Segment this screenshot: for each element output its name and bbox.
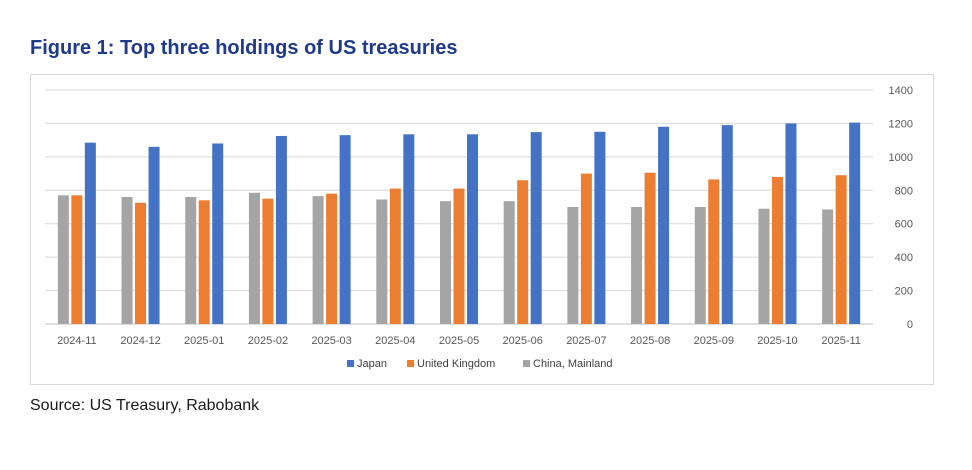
- bar-japan: [467, 134, 478, 324]
- bar-united-kingdom: [580, 173, 592, 324]
- y-tick-label: 0: [907, 319, 913, 331]
- x-tick-label: 2025-11: [821, 335, 861, 347]
- bar-united-kingdom: [771, 176, 783, 324]
- y-tick-label: 600: [895, 219, 913, 231]
- x-tick-label: 2025-03: [311, 335, 351, 347]
- bar-china-mainland: [822, 209, 834, 324]
- legend-swatch-united-kingdom: [407, 360, 414, 367]
- bar-china-mainland: [567, 207, 579, 324]
- legend-swatch-china-mainland: [523, 360, 530, 367]
- bar-united-kingdom: [835, 175, 847, 324]
- x-tick-label: 2025-05: [439, 335, 479, 347]
- source-note: Source: US Treasury, Rabobank: [30, 397, 260, 414]
- bar-china-mainland: [185, 196, 197, 324]
- bar-chart: 0 200 400 600 800 1000 1200 1400 2024-11 2024-12 2…: [45, 85, 913, 370]
- bar-united-kingdom: [198, 200, 210, 324]
- bar-united-kingdom: [644, 172, 656, 324]
- x-tick-label: 2025-02: [248, 335, 288, 347]
- bar-united-kingdom: [262, 198, 274, 324]
- x-tick-label: 2025-07: [566, 335, 606, 347]
- bar-china-mainland: [121, 196, 133, 324]
- bar-united-kingdom: [135, 202, 147, 324]
- bar-japan: [148, 146, 160, 324]
- x-tick-label: 2024-11: [57, 335, 97, 347]
- bar-china-mainland: [694, 207, 706, 324]
- bar-japan: [339, 135, 351, 324]
- chart-frame: 0 200 400 600 800 1000 1200 1400 2024-11 2024-12 2…: [30, 74, 934, 385]
- bar-united-kingdom: [326, 193, 338, 324]
- bar-china-mainland: [312, 196, 324, 324]
- y-tick-label: 1200: [889, 118, 913, 130]
- y-tick-label: 200: [895, 286, 913, 298]
- bar-japan: [403, 134, 415, 324]
- bar-japan: [658, 126, 670, 324]
- x-tick-label: 2025-01: [184, 335, 224, 347]
- x-tick-label: 2025-06: [503, 335, 543, 347]
- y-tick-label: 400: [895, 252, 913, 264]
- bar-china-mainland: [376, 199, 388, 324]
- legend-label-japan: Japan: [357, 358, 387, 370]
- bar-china-mainland: [248, 192, 260, 324]
- bar-china-mainland: [758, 208, 770, 324]
- bar-japan: [275, 135, 287, 324]
- bar-china-mainland: [503, 201, 515, 324]
- bar-japan: [849, 122, 861, 324]
- bar-japan: [530, 132, 542, 324]
- x-tick-label: 2025-09: [694, 335, 734, 347]
- bar-united-kingdom: [453, 188, 465, 324]
- bar-japan: [785, 123, 797, 324]
- x-tick-label: 2025-04: [375, 335, 415, 347]
- bar-united-kingdom: [708, 179, 720, 324]
- x-tick-label: 2025-10: [757, 335, 797, 347]
- bar-china-mainland: [440, 201, 451, 324]
- bar-japan: [594, 131, 606, 324]
- bar-china-mainland: [631, 207, 643, 324]
- y-tick-label: 1000: [889, 152, 913, 164]
- bar-japan: [721, 125, 733, 324]
- bar-united-kingdom: [389, 188, 401, 324]
- legend-label-china-mainland: China, Mainland: [533, 358, 613, 370]
- figure-title: Figure 1: Top three holdings of US treas…: [30, 37, 458, 59]
- x-tick-label: 2024-12: [120, 335, 160, 347]
- bar-japan: [84, 142, 96, 324]
- bar-united-kingdom: [71, 195, 83, 324]
- bar-japan: [212, 143, 224, 324]
- y-tick-label: 800: [895, 185, 913, 197]
- x-tick-label: 2025-08: [630, 335, 670, 347]
- bar-china-mainland: [57, 195, 69, 324]
- bar-united-kingdom: [517, 180, 529, 324]
- legend-swatch-japan: [347, 360, 354, 367]
- legend-label-united-kingdom: United Kingdom: [417, 358, 495, 370]
- y-tick-label: 1400: [889, 85, 913, 97]
